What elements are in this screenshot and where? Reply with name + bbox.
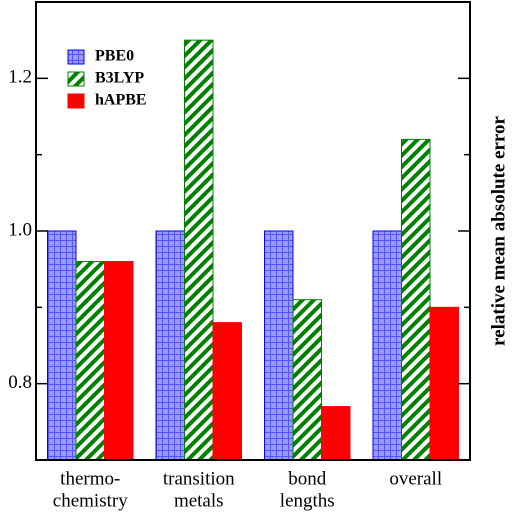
x-tick-label: thermo- xyxy=(60,468,120,489)
legend-label: B3LYP xyxy=(95,70,144,87)
x-tick-label: overall xyxy=(389,468,442,489)
x-tick-label: lengths xyxy=(280,490,335,511)
legend-label: hAPBE xyxy=(95,92,147,109)
x-tick-label: chemistry xyxy=(53,490,128,511)
legend-label: PBE0 xyxy=(95,48,134,65)
plot-area: 0.8 1.0 1.2 thermo-chemistry transitionmetal… xyxy=(8,1,471,511)
bar xyxy=(372,230,402,461)
bar xyxy=(292,299,322,461)
bar xyxy=(429,306,459,461)
bar xyxy=(212,322,242,461)
legend-swatch xyxy=(67,93,85,109)
plot-frame xyxy=(35,1,471,461)
bar xyxy=(321,406,351,461)
bar xyxy=(401,138,431,461)
legend-swatch xyxy=(67,71,85,87)
y-tick-label: 1.2 xyxy=(8,67,32,88)
x-tick-label: metals xyxy=(174,490,224,511)
bar xyxy=(155,230,185,461)
bar xyxy=(75,261,105,461)
bar xyxy=(184,39,214,461)
bar xyxy=(47,230,77,461)
y-tick-label: 1.0 xyxy=(8,219,32,240)
x-tick-label: bond xyxy=(288,468,327,489)
x-tick-label: transition xyxy=(163,468,235,489)
bar xyxy=(264,230,294,461)
y-axis-label: relative mean absolute error xyxy=(488,115,509,345)
legend-swatch xyxy=(67,49,85,65)
y-tick-label: 0.8 xyxy=(8,372,32,393)
bar xyxy=(104,261,134,461)
